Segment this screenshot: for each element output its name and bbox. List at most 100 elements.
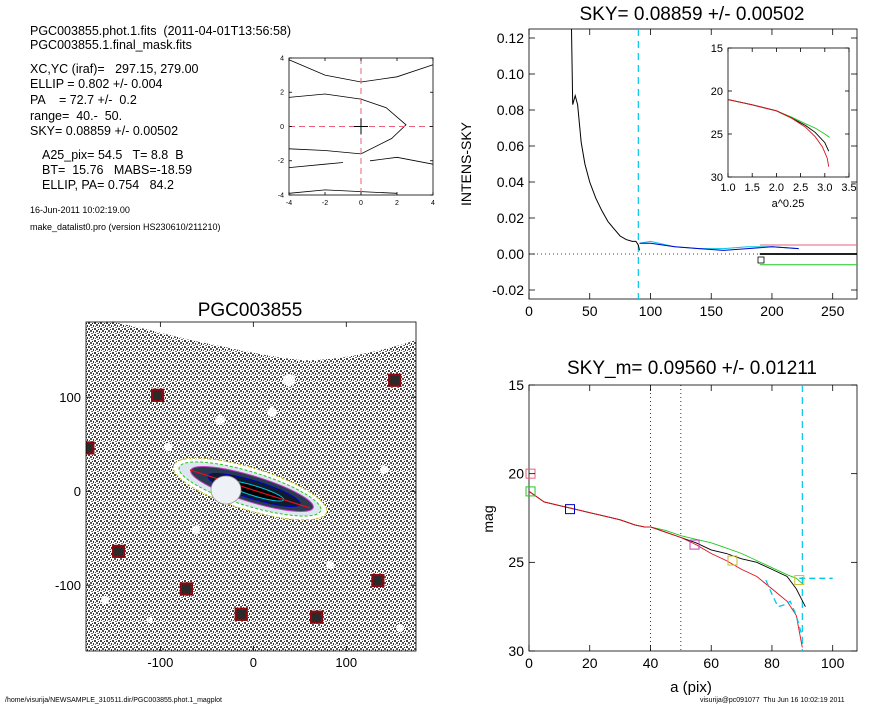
image-frame	[85, 321, 417, 652]
masked-source	[234, 607, 248, 621]
mag-marker	[689, 539, 700, 550]
contour-plot: -4 -2 0 2 4 -4 -2 0 2 4	[278, 55, 435, 207]
mag-plot-xlabel: a (pix)	[670, 679, 712, 696]
mag-plot-title: SKY_m= 0.09560 +/- 0.01211	[567, 358, 817, 379]
header-line: PGC003855.1.final_mask.fits	[30, 38, 192, 52]
y-tick-label: 15	[711, 43, 723, 55]
mag-marker	[525, 486, 536, 497]
sky-plot-frame	[528, 28, 858, 300]
x-tick-label: 3.0	[817, 182, 832, 194]
mag-series-line	[528, 491, 806, 607]
sky-plot-ylabel: INTENS-SKY	[458, 121, 474, 206]
x-tick-label: 0	[525, 655, 533, 671]
y-tick-label: 0.00	[497, 246, 524, 262]
header-line: ELLIP = 0.802 +/- 0.004	[30, 77, 163, 91]
x-tick-label: 60	[703, 655, 719, 671]
masked-source	[111, 544, 126, 558]
mag-series-line	[528, 491, 803, 584]
x-tick-label: -4	[286, 200, 292, 207]
x-tick-label: 100	[335, 655, 357, 670]
masked-source	[179, 582, 193, 596]
sky-marker	[757, 256, 765, 264]
x-tick-label: 150	[700, 303, 724, 319]
inset-plot: 1.0 1.5 2.0 2.5 3.0 3.5 15 20 25 30 a^0.25	[711, 43, 857, 210]
x-tick-label: 1.0	[720, 182, 735, 194]
inset-series-line	[727, 99, 830, 167]
y-tick-label: 0.02	[497, 210, 524, 226]
y-tick-label: 2	[280, 90, 284, 97]
footer-user: visurija@pc091077 Thu Jun 16 10:02:19 20…	[700, 697, 845, 704]
bright-star	[210, 475, 242, 505]
x-tick-label: 4	[431, 200, 435, 207]
y-tick-label: 0.12	[497, 30, 524, 46]
contour-line	[288, 93, 407, 155]
image-title: PGC003855	[198, 300, 303, 321]
header-line: A25_pix= 54.5 T= 8.8 B	[42, 148, 184, 162]
x-tick-label: 200	[760, 303, 784, 319]
mag-plot-frame	[528, 384, 858, 652]
x-tick-label: 40	[643, 655, 659, 671]
galaxy-image: PGC003855 -10	[55, 300, 417, 670]
header-line: range= 40.- 50.	[30, 109, 123, 123]
date-label: 16-Jun-2011 10:02:19.00	[30, 205, 130, 215]
x-tick-label: -2	[322, 200, 328, 207]
x-tick-label: 250	[821, 303, 845, 319]
sky-series-line	[571, 28, 640, 251]
masked-source	[86, 441, 95, 455]
contour-line	[288, 162, 344, 168]
y-tick-label: -4	[278, 192, 284, 199]
mag-series-line	[765, 579, 803, 637]
header-line: PA = 72.7 +/- 0.2	[30, 93, 137, 107]
y-tick-label: 25	[508, 554, 524, 570]
y-tick-label: 0.08	[497, 102, 524, 118]
header-line: XC,YC (iraf)= 297.15, 279.00	[30, 62, 199, 76]
inset-frame	[727, 47, 850, 178]
program-label: make_datalist0.pro (version HS230610/211…	[30, 222, 221, 232]
x-tick-label: 20	[582, 655, 598, 671]
header-line: BT= 15.76 MABS=-18.59	[42, 163, 193, 177]
mag-plot-ylabel: mag	[480, 505, 496, 532]
y-tick-label: 0	[280, 124, 284, 131]
contour-line	[288, 189, 398, 194]
x-tick-label: -100	[147, 655, 173, 670]
header-line: ELLIP, PA= 0.754 84.2	[42, 178, 174, 192]
y-tick-label: 15	[508, 377, 524, 393]
y-tick-label: 0	[74, 484, 81, 499]
masked-source	[388, 373, 402, 387]
y-tick-label: 30	[711, 172, 723, 184]
x-tick-label: 1.5	[745, 182, 760, 194]
mag-marker	[525, 468, 536, 479]
x-tick-label: 2	[395, 200, 399, 207]
y-tick-label: 20	[711, 86, 723, 98]
mag-marker	[565, 504, 575, 515]
x-tick-label: 50	[582, 303, 598, 319]
x-tick-label: 0	[359, 200, 363, 207]
mag-profile-plot: SKY_m= 0.09560 +/- 0.01211 mag a (pix) 0…	[480, 358, 858, 696]
inset-xlabel: a^0.25	[772, 198, 805, 210]
masked-source	[371, 573, 385, 588]
y-tick-label: -0.02	[492, 282, 524, 298]
sky-profile-plot: SKY= 0.08859 +/- 0.00502 INTENS-SKY 0 50 1…	[458, 4, 858, 319]
header-line: SKY= 0.08859 +/- 0.00502	[30, 124, 179, 138]
y-tick-label: -2	[278, 158, 284, 165]
y-tick-label: 100	[59, 390, 81, 405]
y-tick-label: 0.10	[497, 66, 524, 82]
y-tick-label: -100	[55, 578, 81, 593]
y-tick-label: 0.04	[497, 174, 524, 190]
mag-marker	[727, 555, 738, 566]
x-tick-label: 80	[764, 655, 780, 671]
y-tick-label: 20	[508, 466, 524, 482]
contour-line	[369, 156, 434, 165]
x-tick-label: 2.0	[769, 182, 784, 194]
sky-plot-title: SKY= 0.08859 +/- 0.00502	[579, 4, 804, 25]
x-tick-label: 2.5	[793, 182, 808, 194]
mag-series-line	[528, 491, 803, 648]
x-tick-label: 0	[250, 655, 257, 670]
x-tick-label: 0	[525, 303, 533, 319]
y-tick-label: 25	[711, 129, 723, 141]
y-tick-label: 0.06	[497, 138, 524, 154]
y-tick-label: 30	[508, 643, 524, 659]
x-tick-label: 100	[639, 303, 663, 319]
masked-source	[309, 610, 324, 624]
